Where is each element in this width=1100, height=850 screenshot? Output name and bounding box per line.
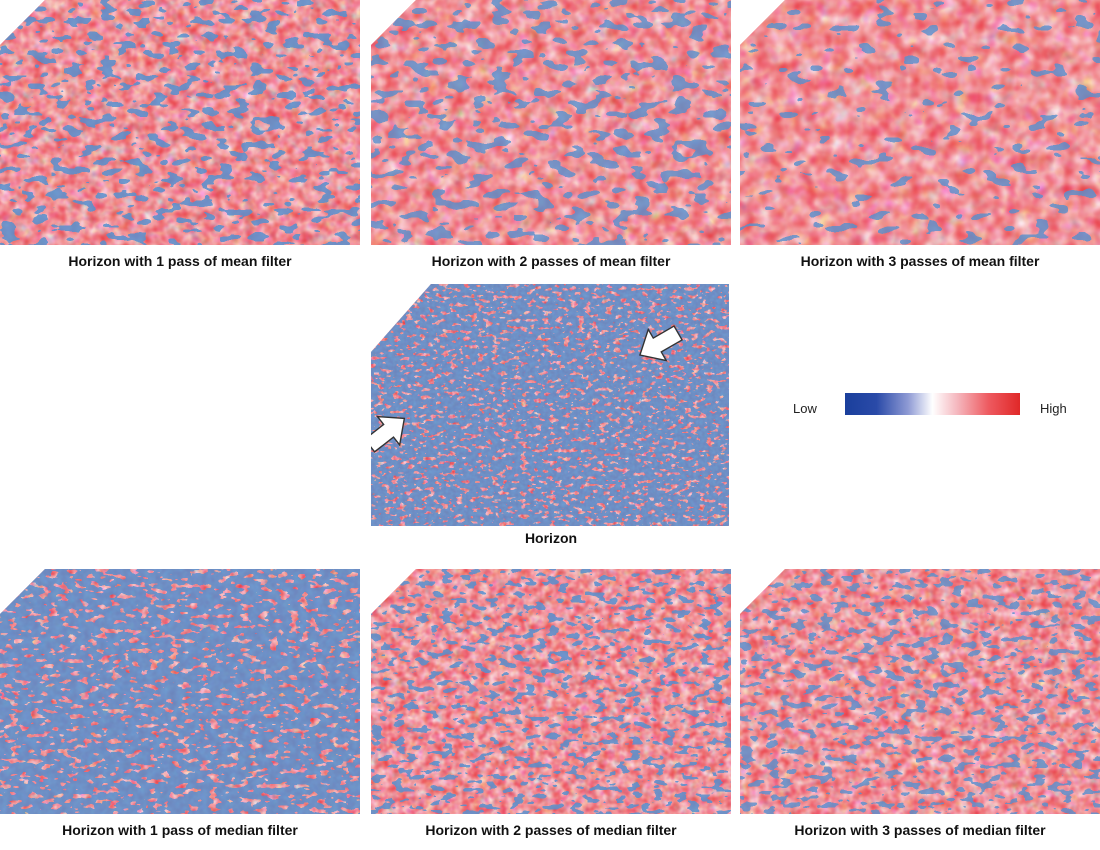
caption-mean-3: Horizon with 3 passes of mean filter	[800, 253, 1040, 269]
caption-median-3: Horizon with 3 passes of median filter	[794, 822, 1046, 838]
white-arrow-icon	[639, 325, 684, 362]
panel-mean-2	[371, 0, 731, 245]
white-arrow-icon	[371, 415, 406, 453]
horizon-image-mean-3	[740, 0, 1100, 245]
color-scale-bar	[845, 393, 1020, 415]
horizon-image-mean-1	[0, 0, 360, 245]
horizon-image-median-3	[740, 569, 1100, 814]
caption-median-2: Horizon with 2 passes of median filter	[425, 822, 677, 838]
panel-median-1	[0, 569, 360, 814]
horizon-image-mean-2	[371, 0, 731, 245]
panel-original-horizon	[371, 284, 731, 529]
legend-high-label: High	[1040, 401, 1067, 416]
panel-median-3	[740, 569, 1100, 814]
caption-mean-2: Horizon with 2 passes of mean filter	[431, 253, 671, 269]
panel-mean-3	[740, 0, 1100, 245]
caption-median-1: Horizon with 1 pass of median filter	[62, 822, 298, 838]
caption-original-horizon: Horizon	[524, 530, 578, 546]
caption-mean-1: Horizon with 1 pass of mean filter	[68, 253, 292, 269]
panel-median-2	[371, 569, 731, 814]
horizon-image-original	[371, 284, 729, 526]
horizon-image-median-2	[371, 569, 731, 814]
horizon-image-median-1	[0, 569, 360, 814]
legend-low-label: Low	[793, 401, 817, 416]
panel-mean-1	[0, 0, 360, 245]
